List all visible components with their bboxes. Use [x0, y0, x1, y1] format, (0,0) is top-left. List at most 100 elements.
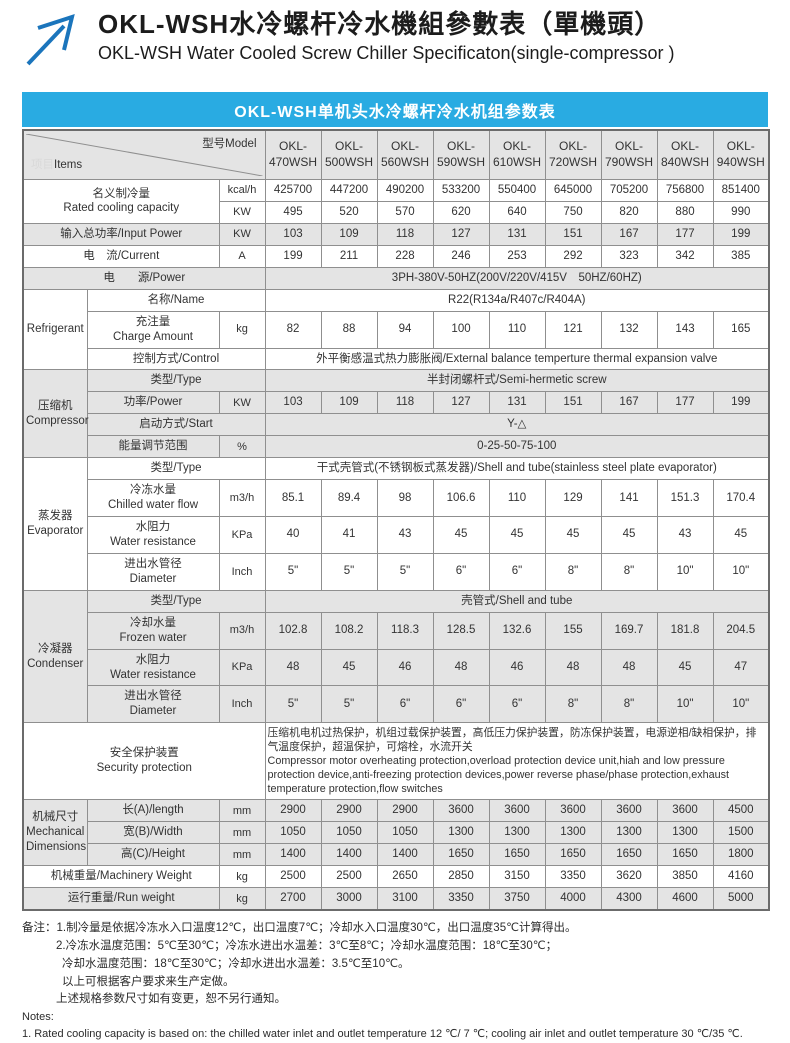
value-cell: 851400	[712, 179, 770, 202]
value-cell: 5000	[712, 887, 770, 911]
unit-cell: %	[218, 435, 266, 459]
table-row-compressor-type: 压缩机 Compressor 类型/Type 半封闭螺杆式/Semi-hermeti…	[22, 369, 770, 459]
value-cell: 43	[656, 516, 714, 554]
item-label-cell: 启动方式/Start	[86, 413, 266, 437]
model-header-cell: OKL- 840WSH	[656, 129, 714, 180]
value-cell: 3850	[656, 865, 714, 889]
value-cell: 490200	[376, 179, 434, 202]
value-cell: 41	[320, 516, 378, 554]
value-cell: 110	[488, 479, 546, 517]
note-line: 冷却水温度范围：18℃至30℃；冷却水进出水温差：3.5℃至10℃。	[62, 957, 410, 970]
table-row-compressor-start: 启动方式/Start Y-△	[23, 413, 770, 437]
value-cell: 48	[264, 648, 322, 687]
value-cell: 170.4	[712, 479, 770, 517]
model-header-cell: OKL- 610WSH	[488, 129, 546, 180]
value-cell: 880	[656, 200, 714, 224]
value-cell: 6"	[432, 552, 490, 591]
corner-cell: 项目Items 型号Model	[22, 129, 266, 180]
table-row-compressor-energy-range: 能量调节范围% 0-25-50-75-100	[23, 435, 770, 459]
model-header-cell: OKL- 560WSH	[376, 129, 434, 180]
item-label-cell: 类型/Type	[86, 457, 266, 481]
unit-cell: mm	[218, 799, 266, 823]
value-cell: 3100	[376, 887, 434, 911]
unit-cell: kg	[218, 887, 266, 911]
item-label-cell: 冷冻水量 Chilled water flow	[86, 479, 220, 517]
value-cell: 2650	[376, 865, 434, 889]
page-title-zh: OKL-WSH水冷螺杆冷水機組參數表（單機頭）	[98, 9, 662, 39]
value-cell: 520	[320, 200, 378, 224]
value-cell: 1400	[264, 843, 322, 867]
table-row-current: 电 流/Current A 199 211 228 246 253 292 323 342 385	[22, 244, 770, 268]
table-row-input-power: 输入总功率/Input Power KW 103 109 118 127 131 151 167…	[22, 222, 770, 246]
note-line: 以上可根据客户要求来生产定做。	[62, 975, 235, 988]
value-cell: 750	[544, 200, 602, 224]
span-value-cell: 0-25-50-75-100	[264, 435, 770, 459]
value-cell: 3600	[488, 799, 546, 823]
unit-cell: Inch	[218, 685, 266, 724]
value-cell: 1800	[712, 843, 770, 867]
diagonal-line	[26, 134, 263, 176]
page-title-en: OKL-WSH Water Cooled Screw Chiller Speci…	[98, 42, 675, 63]
span-value-cell: 半封闭螺杆式/Semi-hermetic screw	[264, 369, 770, 393]
section-cell: 机械尺寸 Mechanical Dimensions	[22, 799, 88, 867]
span-value-cell: 壳管式/Shell and tube	[264, 589, 770, 613]
table-row-evaporator-chilled-water-flow: 冷冻水量 Chilled water flow m3/h 85.1 89.4 98 106…	[23, 479, 770, 517]
value-cell: 10"	[656, 552, 714, 591]
item-label-cell: 充注量 Charge Amount	[86, 310, 220, 349]
value-cell: 1650	[432, 843, 490, 867]
value-cell: 4500	[712, 799, 770, 823]
value-cell: 48	[600, 648, 658, 687]
item-label-cell: 电 流/Current	[22, 244, 220, 268]
value-cell: 8"	[600, 552, 658, 591]
value-cell: 5"	[376, 552, 434, 591]
value-cell: 342	[656, 244, 714, 268]
value-cell: 1650	[488, 843, 546, 867]
value-cell: 6"	[488, 685, 546, 724]
item-label-cell: 名称/Name	[86, 288, 266, 312]
item-label-cell: 输入总功率/Input Power	[22, 222, 220, 246]
value-cell: 47	[712, 648, 770, 687]
value-cell: 45	[488, 516, 546, 554]
value-cell: 1300	[600, 821, 658, 845]
unit-cell: KPa	[218, 648, 266, 687]
unit-cell: kg	[218, 865, 266, 889]
value-cell: 98	[376, 479, 434, 517]
unit-cell: m3/h	[218, 479, 266, 517]
model-header-cell: OKL- 590WSH	[432, 129, 490, 180]
value-cell: 151	[544, 391, 602, 415]
value-cell: 1050	[320, 821, 378, 845]
value-cell: 46	[376, 648, 434, 687]
table-row-rated-cooling-kw: KW 495 520 570 620 640 750 820 880 990	[23, 200, 770, 224]
span-value-cell: Y-△	[264, 413, 770, 437]
value-cell: 45	[320, 648, 378, 687]
table-row-run-weight: 运行重量/Run weight kg 2700 3000 3100 3350 3750 400…	[22, 887, 770, 911]
value-cell: 3350	[544, 865, 602, 889]
value-cell: 10"	[656, 685, 714, 724]
unit-cell: KW	[218, 222, 266, 246]
value-cell: 103	[264, 222, 322, 246]
unit-cell: Inch	[218, 552, 266, 591]
item-label-cell: 水阻力 Water resistance	[86, 516, 220, 554]
note-line: 2.冷冻水温度范围：5℃至30℃；冷冻水进出水温差：3℃至8℃；冷却水温度范围：…	[56, 939, 558, 952]
value-cell: 108.2	[320, 611, 378, 650]
value-cell: 756800	[656, 179, 714, 202]
value-cell: 292	[544, 244, 602, 268]
value-cell: 45	[600, 516, 658, 554]
value-cell: 1650	[600, 843, 658, 867]
section-cell: 蒸发器 Evaporator	[22, 457, 88, 591]
table-row-evaporator-diameter: 进出水管径 Diameter Inch 5" 5" 5" 6" 6" 8" 8" 10" 10"	[23, 552, 770, 591]
value-cell: 151.3	[656, 479, 714, 517]
value-cell: 118	[376, 391, 434, 415]
value-cell: 2900	[264, 799, 322, 823]
value-cell: 8"	[544, 685, 602, 724]
value-cell: 3750	[488, 887, 546, 911]
value-cell: 131	[488, 222, 546, 246]
model-header-cell: OKL- 790WSH	[600, 129, 658, 180]
table-row-condenser-diameter: 进出水管径 Diameter Inch 5" 5" 6" 6" 6" 8" 8" 10" 10"	[23, 685, 770, 724]
value-cell: 143	[656, 310, 714, 349]
value-cell: 127	[432, 222, 490, 246]
item-label-cell: 控制方式/Control	[86, 347, 266, 371]
item-label-cell: 进出水管径 Diameter	[86, 552, 220, 591]
value-cell: 199	[264, 244, 322, 268]
value-cell: 533200	[432, 179, 490, 202]
